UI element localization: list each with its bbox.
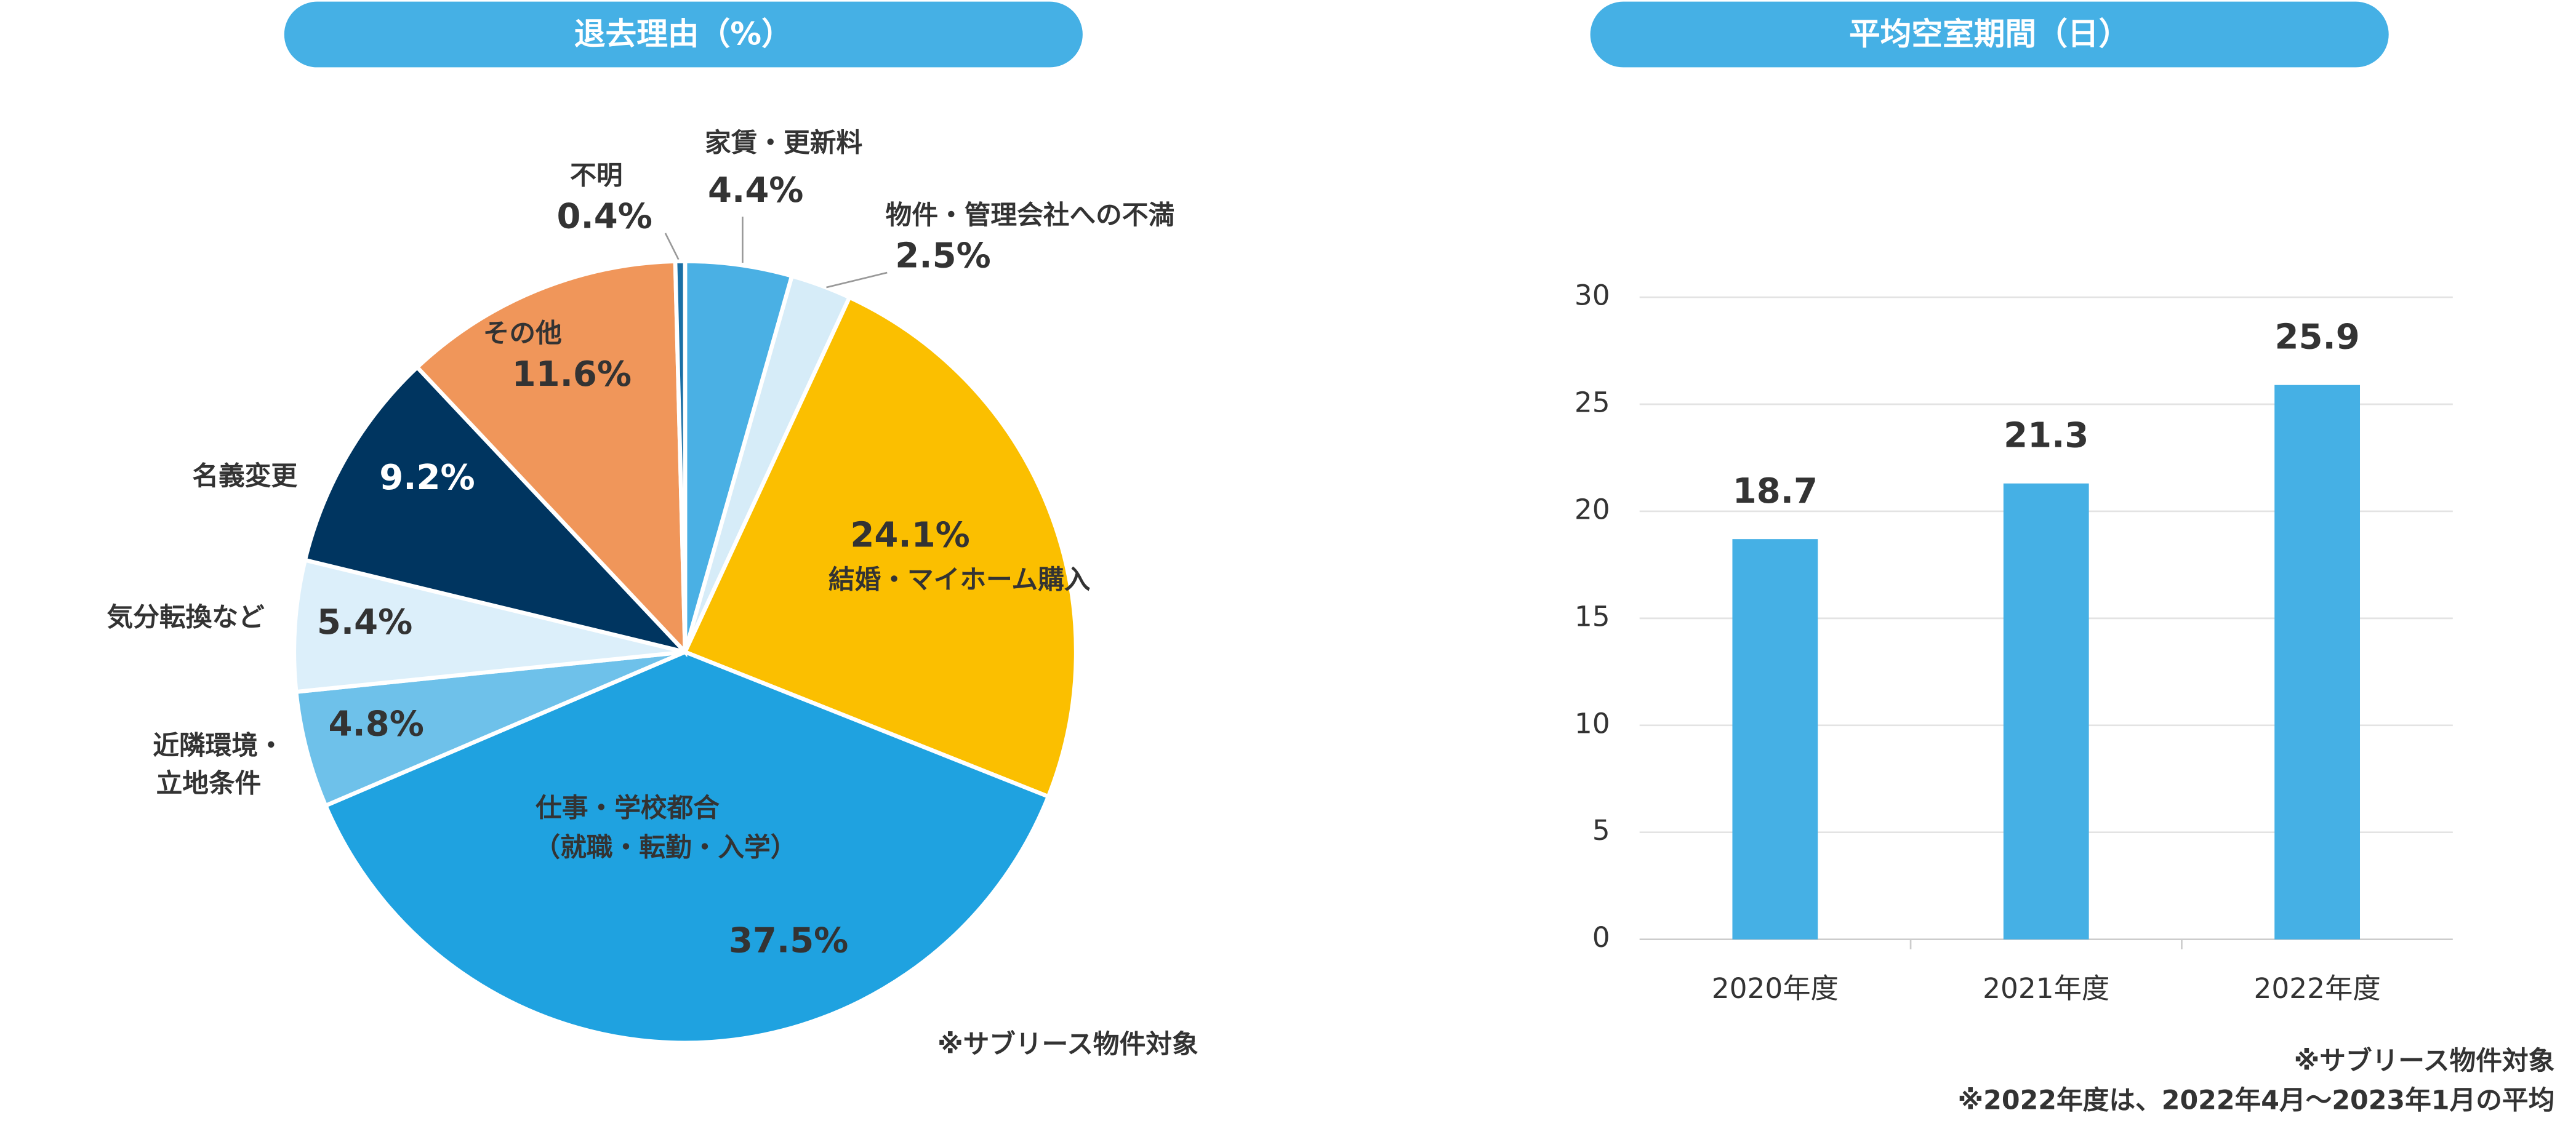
y-tick-label: 20 [1575, 493, 1610, 525]
slice-label: 物件・管理会社への不満 [886, 200, 1175, 231]
y-tick-label: 10 [1575, 707, 1610, 740]
pie-slice [302, 364, 692, 656]
slice-label: 名義変更 [192, 461, 297, 492]
slice-label: 立地条件 [156, 768, 262, 799]
pie-slice [323, 649, 1051, 1045]
note: ※サブリース物件対象 [937, 1029, 1198, 1060]
slice-label: 近隣環境・ [153, 730, 284, 761]
slice-label: 気分転換など [107, 602, 265, 633]
title-pill [284, 1, 1083, 68]
bar [2274, 385, 2361, 940]
bar [1732, 539, 1818, 940]
pie-slice [292, 557, 686, 695]
pie-slice [414, 259, 688, 658]
value-label: 2.5% [895, 236, 990, 276]
value-label: 4.8% [329, 704, 424, 744]
y-tick-label: 15 [1575, 600, 1610, 633]
slice-label: 仕事・学校都合 [536, 793, 720, 823]
slice-label: 家賃・更新料 [705, 127, 862, 158]
chart-title: 平均空室期間（日） [1849, 16, 2130, 52]
y-tick-label: 30 [1575, 279, 1610, 312]
y-tick-label: 25 [1575, 386, 1610, 419]
slice-label: 結婚・マイホーム購入 [829, 564, 1091, 595]
y-tick-label: 5 [1592, 814, 1610, 847]
value-label: 37.5% [729, 921, 848, 961]
value-label: 21.3 [2004, 416, 2088, 456]
x-tick-label: 2020年度 [1712, 972, 1839, 1005]
value-label: 4.4% [708, 170, 803, 210]
chart-title: 退去理由（%） [574, 16, 793, 52]
y-tick-label: 0 [1592, 921, 1610, 954]
x-tick-label: 2022年度 [2254, 972, 2381, 1005]
pie-slice [673, 259, 688, 652]
slice-label: 不明 [570, 161, 622, 191]
value-label: 0.4% [557, 197, 652, 237]
slice-label: （就職・転勤・入学） [534, 832, 797, 863]
pie-slice [682, 294, 1078, 799]
title-pill [1590, 1, 2389, 68]
value-label: 11.6% [512, 354, 632, 394]
note: ※2022年度は、2022年4月～2023年1月の平均 [1958, 1085, 2555, 1116]
x-tick-label: 2021年度 [1983, 972, 2109, 1005]
pie-slice [294, 650, 686, 809]
value-label: 25.9 [2274, 317, 2359, 357]
value-label: 18.7 [1733, 471, 1818, 511]
slice-label: その他 [483, 318, 562, 349]
leader-line [664, 233, 680, 260]
value-label: 24.1% [850, 515, 969, 555]
note: ※サブリース物件対象 [2294, 1045, 2555, 1076]
bar [2003, 483, 2089, 940]
value-label: 5.4% [317, 602, 412, 642]
value-label: 9.2% [379, 458, 475, 498]
leader-line [826, 271, 888, 289]
